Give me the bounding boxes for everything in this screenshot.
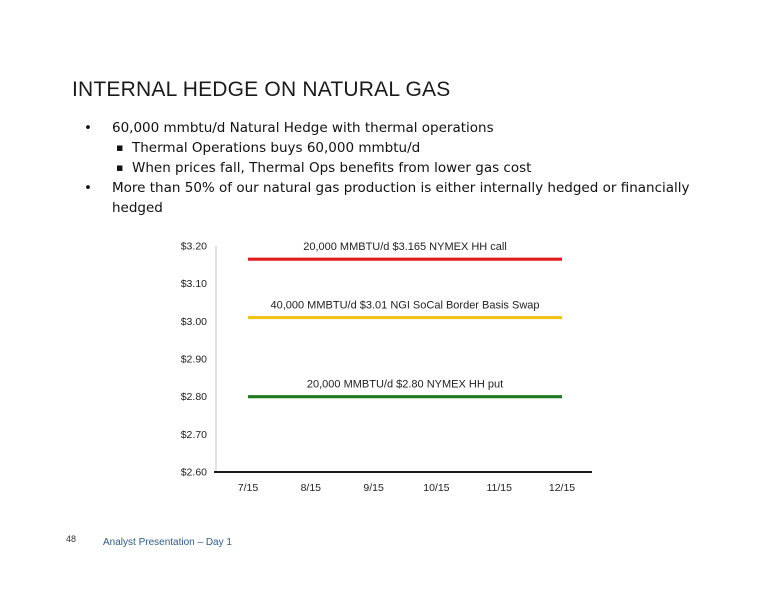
bullet-marker: • <box>84 180 92 196</box>
sub-bullet-marker: ▪ <box>116 161 124 174</box>
x-tick-label: 8/15 <box>301 482 322 494</box>
y-tick-label: $2.90 <box>181 354 207 366</box>
y-tick-label: $2.70 <box>181 429 207 441</box>
x-tick-label: 7/15 <box>238 482 259 494</box>
bullet-item: • More than 50% of our natural gas produ… <box>84 178 744 218</box>
sub-bullet-text: Thermal Operations buys 60,000 mmbtu/d <box>132 140 421 156</box>
y-tick-label: $3.00 <box>181 316 207 328</box>
y-tick-label: $2.60 <box>181 467 207 479</box>
bullet-marker: • <box>84 120 92 136</box>
bullet-list: • 60,000 mmbtu/d Natural Hedge with ther… <box>84 118 744 218</box>
x-tick-label: 10/15 <box>423 482 449 494</box>
slide-title: INTERNAL HEDGE ON NATURAL GAS <box>72 78 451 101</box>
bullet-item: • 60,000 mmbtu/d Natural Hedge with ther… <box>84 118 744 138</box>
footer-label: Analyst Presentation – Day 1 <box>103 537 232 548</box>
series-label: 20,000 MMBTU/d $2.80 NYMEX HH put <box>307 379 503 391</box>
x-tick-label: 11/15 <box>486 482 512 494</box>
x-tick-label: 12/15 <box>549 482 575 494</box>
bullet-text: More than 50% of our natural gas product… <box>112 180 690 216</box>
page-number: 48 <box>66 534 77 544</box>
sub-bullet-item: ▪ Thermal Operations buys 60,000 mmbtu/d <box>84 138 744 158</box>
bullet-text: 60,000 mmbtu/d Natural Hedge with therma… <box>112 120 494 136</box>
sub-bullet-marker: ▪ <box>116 141 124 154</box>
series-label: 20,000 MMBTU/d $3.165 NYMEX HH call <box>303 241 507 253</box>
y-tick-label: $3.10 <box>181 278 207 290</box>
sub-bullet-text: When prices fall, Thermal Ops benefits f… <box>132 160 532 176</box>
y-tick-label: $2.80 <box>181 391 207 403</box>
x-tick-label: 9/15 <box>363 482 384 494</box>
y-tick-label: $3.20 <box>181 241 207 253</box>
series-label: 40,000 MMBTU/d $3.01 NGI SoCal Border Ba… <box>270 300 539 312</box>
sub-bullet-item: ▪ When prices fall, Thermal Ops benefits… <box>84 158 744 178</box>
